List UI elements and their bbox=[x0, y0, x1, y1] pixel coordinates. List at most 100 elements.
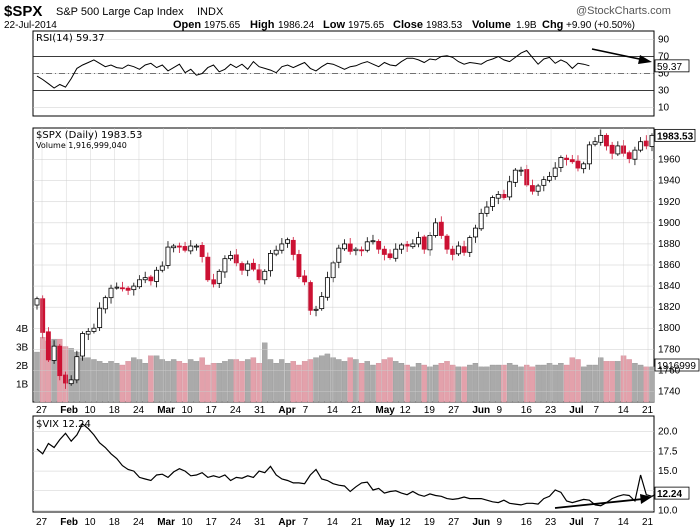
candle-body bbox=[296, 254, 302, 277]
volume-bar bbox=[102, 362, 109, 403]
volume-bar bbox=[558, 362, 564, 403]
candle-body bbox=[529, 185, 535, 192]
candle-body bbox=[193, 245, 199, 248]
volume-bar bbox=[455, 366, 462, 403]
candle-body bbox=[535, 185, 541, 192]
vix-x-tick-label: 23 bbox=[545, 517, 557, 528]
volume-bar bbox=[290, 361, 296, 403]
header-low-label: Low bbox=[323, 19, 345, 31]
candle-body bbox=[176, 245, 182, 248]
volume-bar bbox=[632, 362, 638, 403]
volume-bar bbox=[193, 361, 200, 403]
price-x-tick-label: 7 bbox=[594, 405, 600, 416]
volume-bar bbox=[307, 359, 314, 403]
vix-x-tick-label: Mar bbox=[157, 517, 175, 528]
volume-bar bbox=[444, 361, 450, 403]
volume-bar bbox=[79, 357, 86, 403]
volume-bar bbox=[541, 364, 547, 403]
vix-x-tick-label: 16 bbox=[521, 517, 533, 528]
price-x-tick-label: 17 bbox=[206, 405, 218, 416]
vix-x-tick-label: Jul bbox=[569, 517, 584, 528]
candle-body bbox=[649, 134, 655, 147]
candle-body bbox=[638, 141, 644, 151]
price-tick-label: 1780 bbox=[658, 344, 681, 355]
candle-body bbox=[455, 245, 461, 255]
price-last-value-label: 1983.53 bbox=[657, 131, 694, 142]
price-x-tick-label: 10 bbox=[84, 405, 96, 416]
candle-body bbox=[171, 245, 177, 249]
volume-bar bbox=[250, 357, 257, 403]
vix-x-tick-label: Feb bbox=[60, 517, 78, 528]
candle-body bbox=[478, 212, 484, 230]
volume-bar bbox=[222, 361, 228, 403]
volume-bar bbox=[495, 364, 501, 403]
price-x-tick-label: 10 bbox=[181, 405, 193, 416]
vix-x-tick-label: 19 bbox=[424, 517, 436, 528]
vix-x-tick-label: 7 bbox=[594, 517, 600, 528]
volume-tick-label: 2B bbox=[16, 361, 29, 372]
candle-body bbox=[159, 265, 165, 271]
vix-x-tick-label: 12 bbox=[400, 517, 412, 528]
stockcharts-watermark: @StockCharts.com bbox=[576, 5, 671, 17]
candle-body bbox=[74, 356, 80, 381]
volume-bar bbox=[393, 361, 399, 403]
chart-header: $SPX S&P 500 Large Cap Index INDX @Stock… bbox=[4, 3, 671, 31]
volume-bar bbox=[262, 342, 268, 403]
rsi-last-value-label: 59.37 bbox=[657, 62, 682, 73]
price-x-tick-label: Mar bbox=[157, 405, 175, 416]
rsi-arrow-shaft bbox=[591, 48, 645, 61]
rsi-tick-label: 30 bbox=[658, 86, 670, 97]
price-x-tick-label: 18 bbox=[109, 405, 121, 416]
candle-body bbox=[239, 263, 245, 271]
candle-body bbox=[273, 249, 279, 255]
candle-body bbox=[80, 333, 86, 357]
candle-body bbox=[125, 287, 131, 291]
candle-body bbox=[165, 246, 171, 266]
price-x-tick-label: 27 bbox=[36, 405, 48, 416]
vix-tick-label: 10.0 bbox=[658, 505, 678, 516]
volume-bar bbox=[552, 364, 558, 403]
volume-bar bbox=[637, 364, 644, 403]
price-x-tick-label: Jul bbox=[569, 405, 584, 416]
volume-bar bbox=[626, 359, 632, 403]
vix-tick-label: 15.0 bbox=[658, 466, 678, 477]
vix-legend: $VIX 12.24 bbox=[36, 419, 91, 430]
candle-body bbox=[404, 243, 410, 247]
candle-body bbox=[461, 246, 467, 253]
vix-x-tick-label: Apr bbox=[278, 517, 295, 528]
vix-x-tick-label: 10 bbox=[84, 517, 96, 528]
price-tick-label: 1860 bbox=[658, 260, 681, 271]
volume-bar bbox=[136, 359, 143, 403]
volume-bar bbox=[472, 362, 479, 403]
price-x-tick-label: 31 bbox=[254, 405, 266, 416]
candle-body bbox=[268, 253, 273, 272]
volume-bar bbox=[227, 359, 234, 403]
price-tick-label: 1800 bbox=[658, 323, 681, 334]
candle-body bbox=[507, 181, 513, 198]
candle-body bbox=[552, 167, 558, 177]
volume-bar bbox=[210, 362, 217, 403]
candle-body bbox=[626, 152, 632, 159]
volume-bar bbox=[598, 357, 604, 403]
volume-bar bbox=[330, 357, 336, 403]
candle-body bbox=[205, 256, 211, 281]
candle-body bbox=[114, 286, 120, 289]
price-x-tick-label: Jun bbox=[472, 405, 490, 416]
volume-bar bbox=[244, 359, 251, 403]
candle-body bbox=[148, 276, 154, 282]
candle-body bbox=[68, 379, 74, 385]
price-x-tick-label: May bbox=[375, 405, 395, 416]
candle-body bbox=[564, 157, 570, 161]
volume-bar bbox=[336, 359, 342, 403]
vix-x-tick-label: 27 bbox=[36, 517, 48, 528]
volume-bar bbox=[398, 362, 405, 403]
candle-body bbox=[444, 235, 450, 250]
volume-bar bbox=[461, 366, 467, 403]
price-tick-label: 1840 bbox=[658, 281, 681, 292]
candle-body bbox=[490, 197, 496, 207]
rsi-tick-label: 90 bbox=[658, 35, 670, 46]
vix-x-tick-label: 24 bbox=[133, 517, 145, 528]
price-x-tick-label: 24 bbox=[133, 405, 145, 416]
candle-body bbox=[57, 345, 63, 377]
header-chg-label: Chg bbox=[542, 19, 563, 31]
